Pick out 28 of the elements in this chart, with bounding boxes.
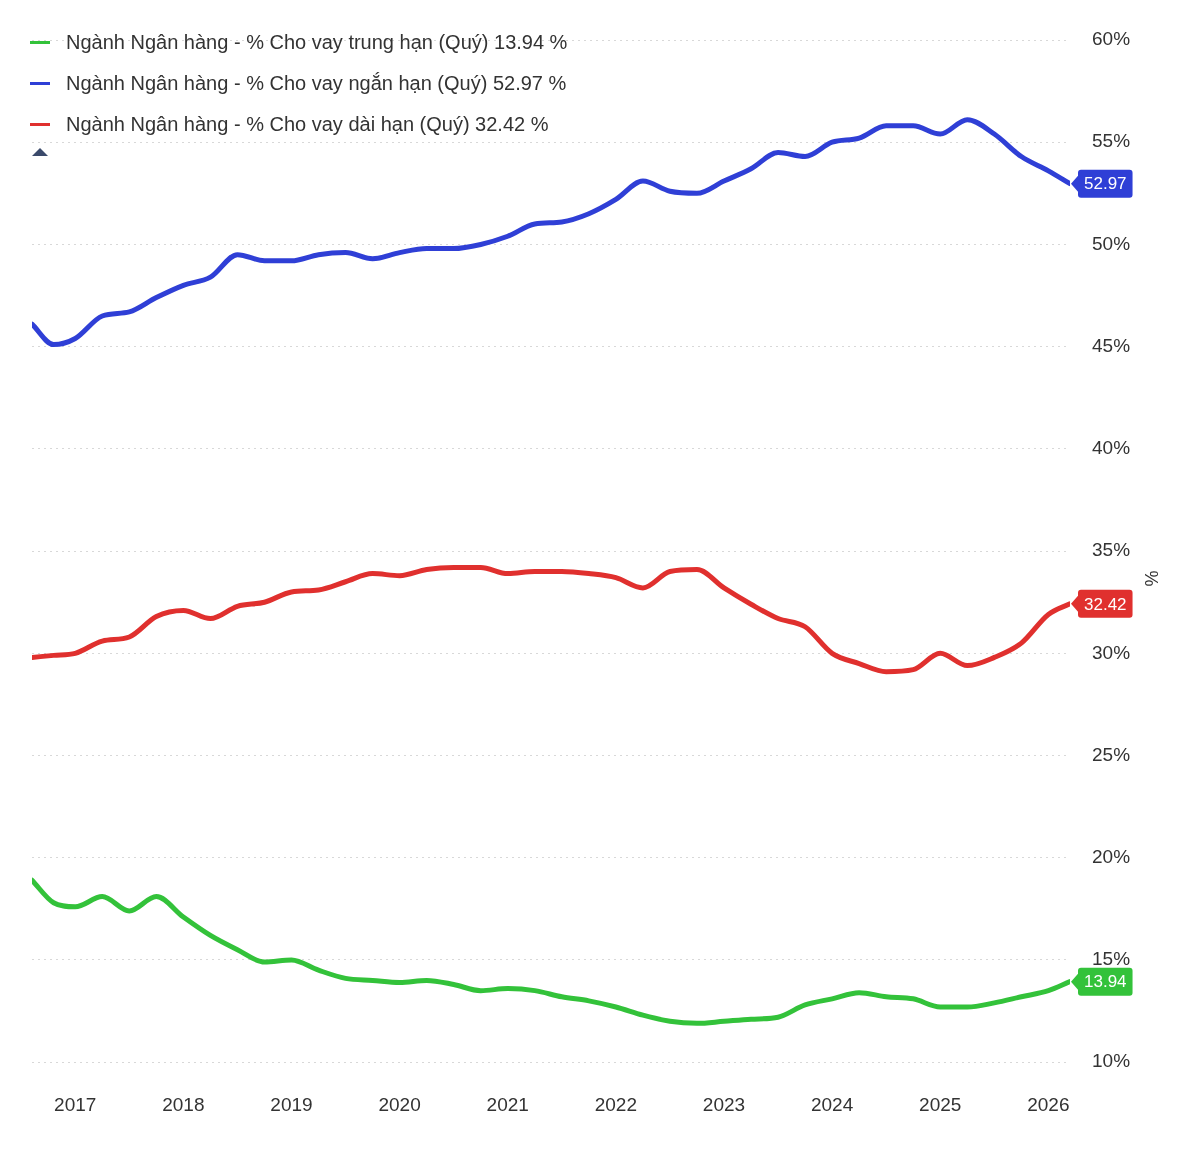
legend-label: Ngành Ngân hàng - % Cho vay ngắn hạn (Quý) 52.97 % (66, 72, 567, 95)
x-tick-label: 2024 (810, 1093, 854, 1115)
data-label: 32.42 (1084, 594, 1127, 614)
x-tick-label: 2022 (594, 1093, 638, 1115)
y-tick-label: 10% (1092, 1050, 1131, 1072)
x-tick-label: 2017 (54, 1093, 97, 1115)
data-label: 52.97 (1084, 174, 1127, 194)
y-tick-label: 55% (1092, 130, 1131, 152)
x-tick-label: 2023 (702, 1093, 746, 1115)
y-tick-label: 50% (1092, 232, 1131, 254)
data-label: 13.94 (1084, 972, 1127, 992)
x-tick-label: 2026 (1027, 1093, 1070, 1115)
y-axis-title: % (1139, 570, 1161, 587)
y-tick-label: 30% (1092, 641, 1131, 663)
x-tick-label: 2018 (162, 1093, 205, 1115)
y-tick-label: 25% (1092, 743, 1131, 765)
x-tick-label: 2019 (270, 1093, 313, 1115)
y-tick-label: 40% (1092, 437, 1131, 459)
y-tick-label: 60% (1092, 28, 1131, 50)
y-tick-label: 15% (1092, 948, 1131, 970)
y-tick-label: 45% (1092, 334, 1131, 356)
legend-label: Ngành Ngân hàng - % Cho vay dài hạn (Quý) 32.42 % (66, 113, 549, 136)
x-tick-label: 2021 (486, 1093, 529, 1115)
x-tick-label: 2025 (919, 1093, 962, 1115)
legend-label: Ngành Ngân hàng - % Cho vay trung hạn (Quý) 13.94 % (66, 31, 568, 54)
y-tick-label: 35% (1092, 539, 1131, 561)
y-tick-label: 20% (1092, 845, 1131, 867)
x-tick-label: 2020 (378, 1093, 421, 1115)
